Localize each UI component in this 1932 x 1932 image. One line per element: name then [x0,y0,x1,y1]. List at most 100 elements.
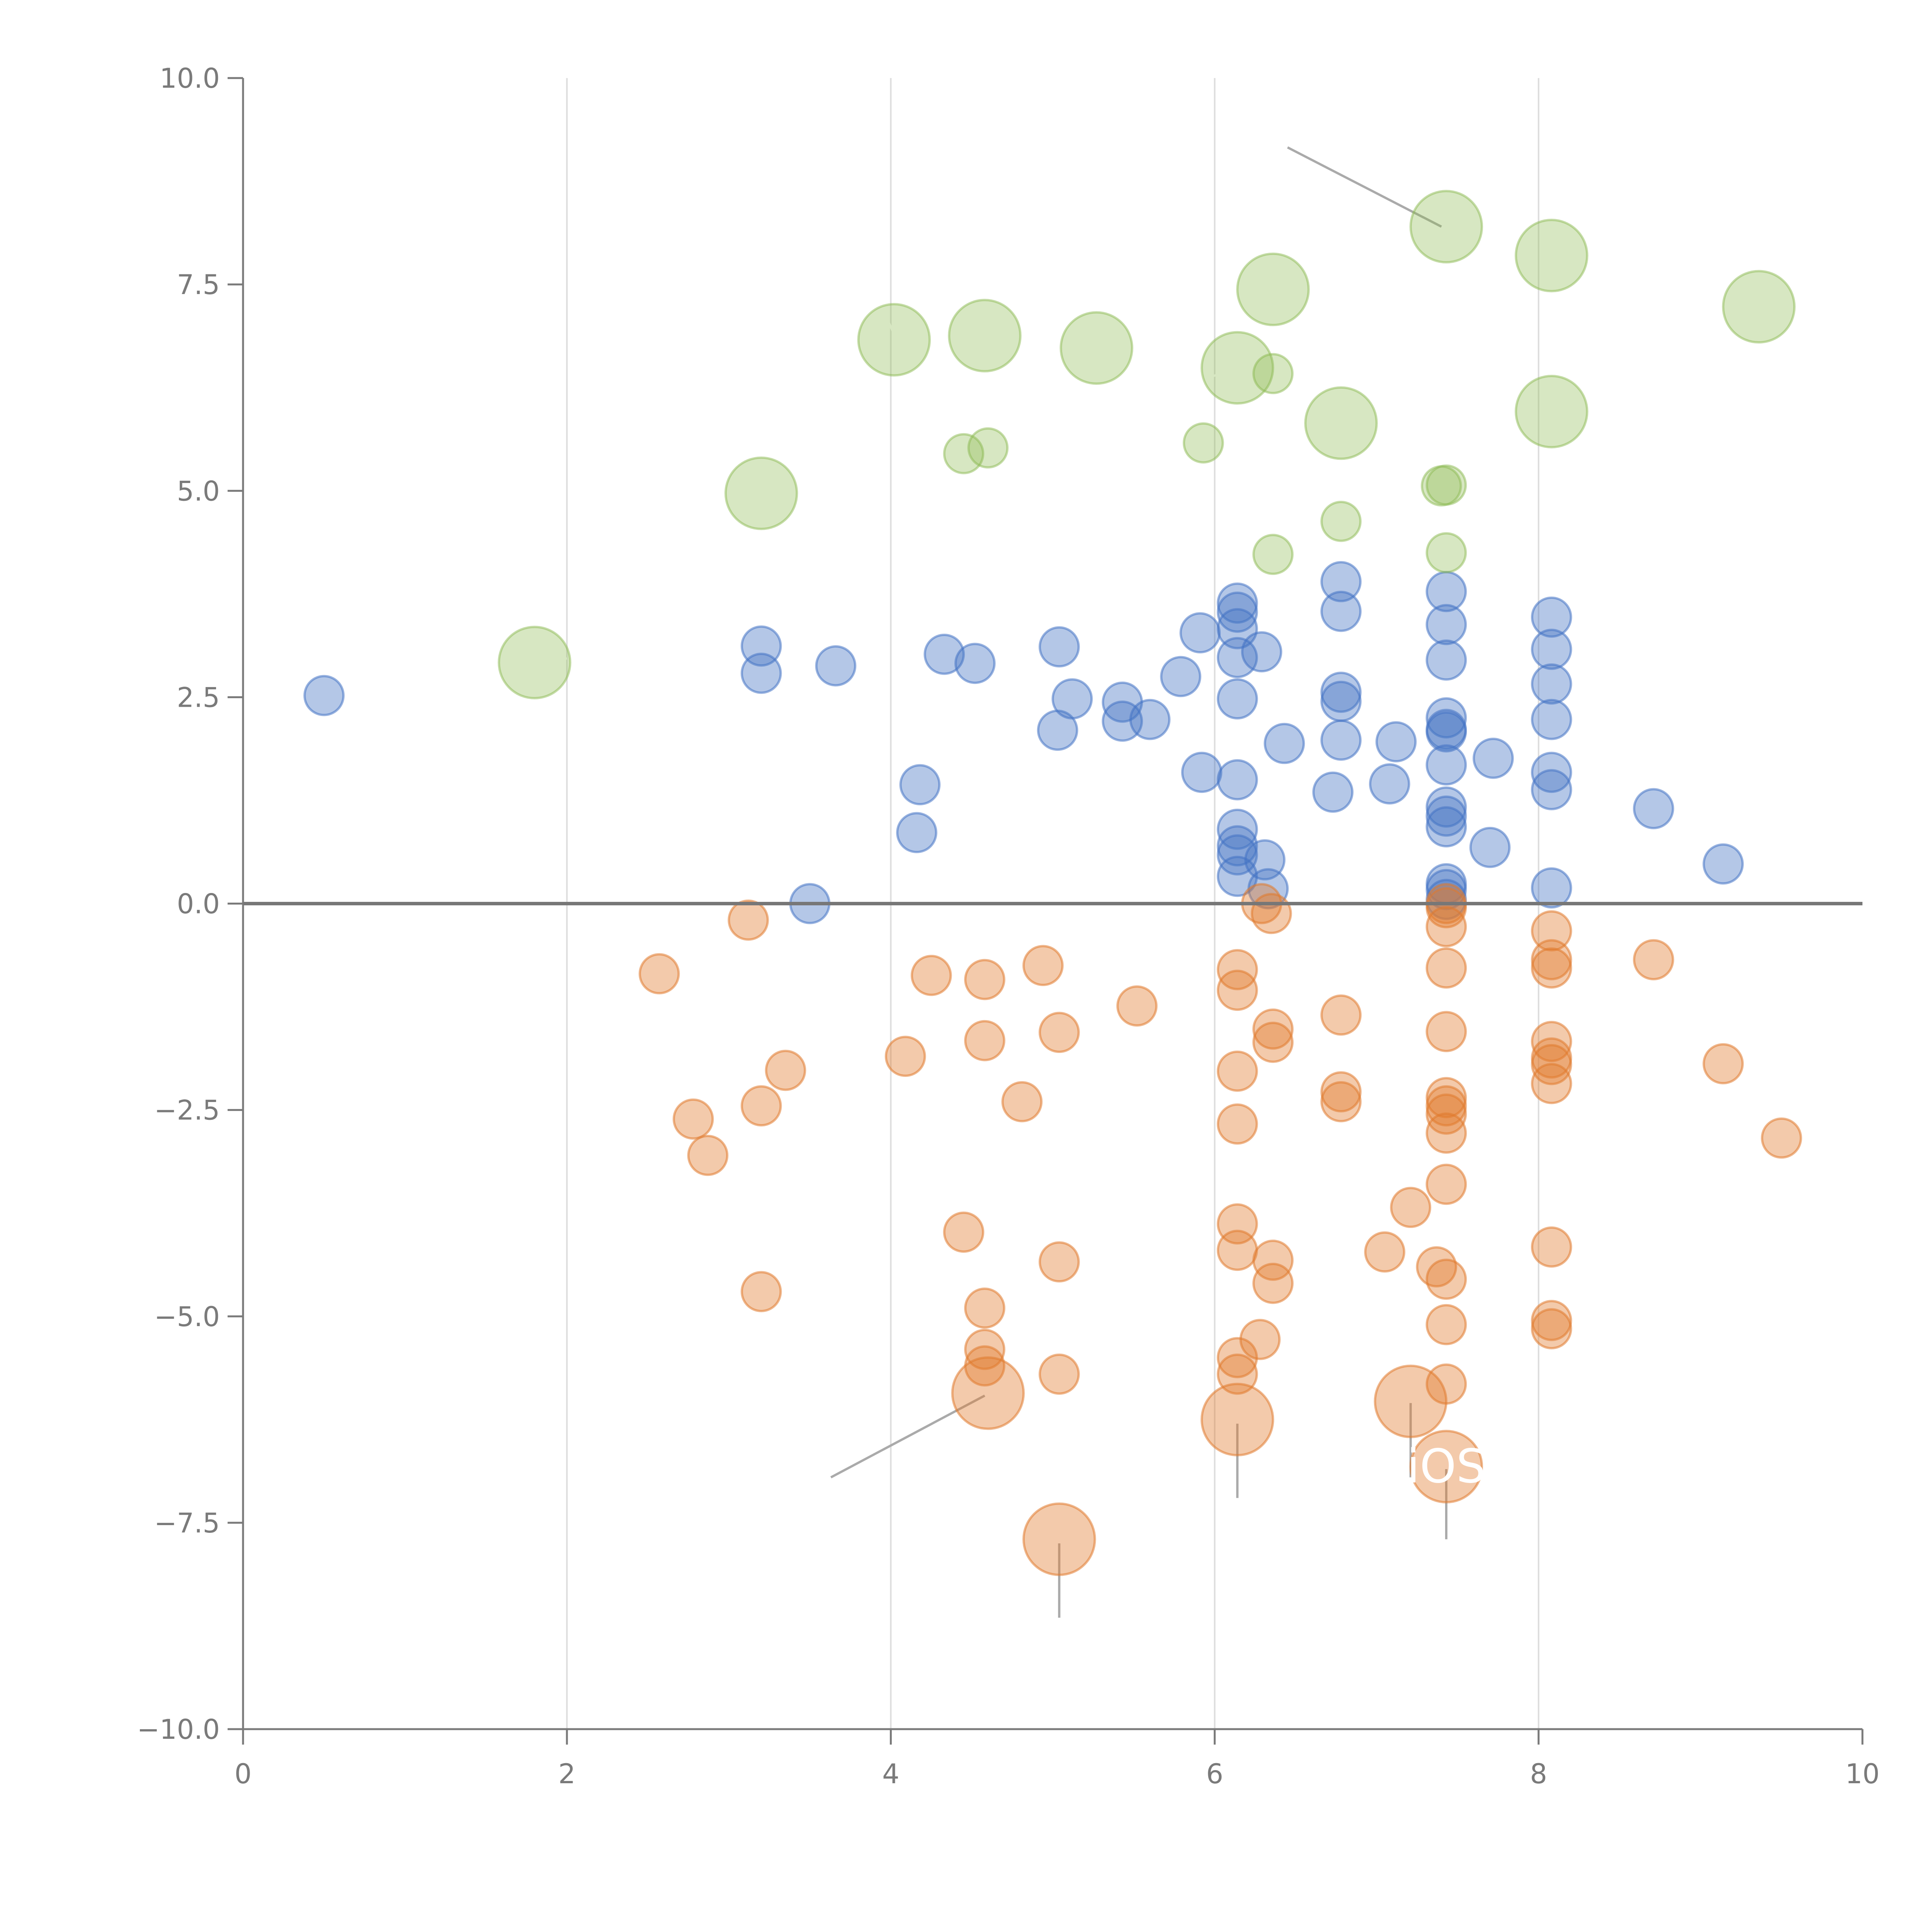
point-blue-17 [1181,752,1223,793]
point-blue-0 [303,675,345,716]
point-orange-51 [1425,1163,1467,1205]
point-orange-17 [1038,1012,1080,1053]
leader-line-12 [1275,259,1297,285]
point-orange-15 [1001,1081,1043,1122]
point-orange-1 [672,1098,714,1140]
tick-labels: 0 2 4 6 8 10 10.0 7.5 5.0 2.5 0.0 −2.5 −5.0 −7.5 −10.0 [137,63,1879,1790]
point-orange-large-2 [1201,1383,1274,1457]
point-green-large-11 [1722,270,1796,344]
point-blue-28 [1241,631,1282,673]
point-blue-5 [899,764,941,806]
leader-line-1 [830,1395,985,1479]
point-blue-33 [1320,561,1362,602]
point-orange-34 [1252,1240,1294,1281]
point-orange-9 [943,1211,985,1253]
x-tick-label-2: 2 [558,1758,576,1790]
point-green-large-4 [1060,311,1133,385]
point-orange-58 [1531,1021,1572,1062]
point-orange-52 [1425,1259,1467,1300]
leader-line-0 [1287,146,1442,228]
point-orange-18 [1038,1241,1080,1283]
y-tick-label--5: −5.0 [154,1301,220,1333]
point-orange-11 [964,1020,1005,1061]
point-blue-36 [1320,680,1362,722]
point-orange-large-1 [1022,1502,1096,1576]
point-blue-42 [1425,639,1467,681]
point-blue-60 [1531,769,1572,810]
leader-line-8 [881,308,895,335]
x-tick-label-4: 4 [882,1758,900,1790]
point-orange-7 [884,1036,926,1077]
point-orange-22 [1216,969,1258,1011]
point-green-7 [1425,464,1467,506]
point-blue-45 [1425,711,1467,753]
point-blue-54 [1473,738,1514,779]
point-orange-45 [1425,947,1467,989]
point-orange-29 [1239,1319,1281,1360]
point-orange-8 [910,955,952,996]
point-orange-46 [1425,1011,1467,1052]
point-blue-59 [1531,752,1572,793]
point-orange-19 [1038,1354,1080,1395]
leader-line-13 [1340,423,1372,434]
point-orange-55 [1531,910,1572,952]
point-orange-large-0 [951,1356,1025,1430]
point-blue-11 [1051,678,1093,719]
point-blue-46 [1425,744,1467,786]
point-green-large-2 [857,303,931,377]
y-tick-label--7.5: −7.5 [154,1507,220,1539]
y-tick-label--2.5: −2.5 [154,1095,220,1126]
point-blue-51 [1425,869,1467,910]
point-blue-53 [1469,827,1511,868]
leader-line-14 [1550,416,1563,446]
point-blue-16 [1179,612,1221,654]
point-green-large-0 [498,626,571,699]
point-orange-large-3 [1374,1364,1447,1439]
y-tick-label-5: 5.0 [177,475,220,507]
y-tick-label--10: −10.0 [137,1714,220,1745]
point-blue-55 [1531,596,1572,638]
x-tick-label-0: 0 [235,1758,252,1790]
point-blue-23 [1216,759,1258,801]
point-orange-66 [1702,1043,1744,1085]
point-orange-64 [1531,1308,1572,1350]
point-orange-61 [1531,1063,1572,1104]
point-green-4 [1252,534,1294,575]
point-blue-49 [1425,806,1467,848]
point-orange-38 [1320,1081,1362,1122]
point-green-8 [1425,532,1467,573]
point-orange-50 [1425,1112,1467,1154]
point-orange-5 [740,1271,782,1312]
point-green-1 [967,427,1009,469]
x-tick-label-10: 10 [1845,1758,1879,1790]
point-blue-6 [896,812,937,854]
point-blue-43 [1425,697,1467,739]
point-blue-61 [1531,867,1572,909]
point-orange-12 [964,1287,1005,1329]
callout-label: iOS [1407,1440,1486,1493]
point-orange-21 [1216,949,1258,990]
point-blue-2 [740,653,782,694]
point-orange-28 [1216,1354,1258,1395]
point-green-5 [1320,501,1362,542]
point-orange-33 [1252,1022,1294,1063]
point-blue-48 [1425,795,1467,837]
leader-line-10 [1090,330,1098,355]
point-green-large-9 [1515,219,1588,293]
data-points [303,190,1802,1576]
y-tick-label-7.5: 7.5 [177,269,220,301]
point-green-large-3 [948,299,1022,372]
point-orange-31 [1250,893,1292,934]
point-blue-35 [1320,672,1362,713]
point-orange-40 [1390,1187,1432,1228]
point-blue-8 [954,643,996,684]
point-orange-37 [1320,1071,1362,1112]
point-orange-16 [1022,945,1064,986]
point-orange-35 [1252,1262,1294,1304]
point-blue-15 [1160,656,1201,697]
point-orange-53 [1425,1304,1467,1345]
point-orange-23 [1216,1050,1258,1092]
point-orange-20 [1116,985,1158,1027]
point-blue-62 [1633,788,1674,830]
point-blue-56 [1531,629,1572,670]
